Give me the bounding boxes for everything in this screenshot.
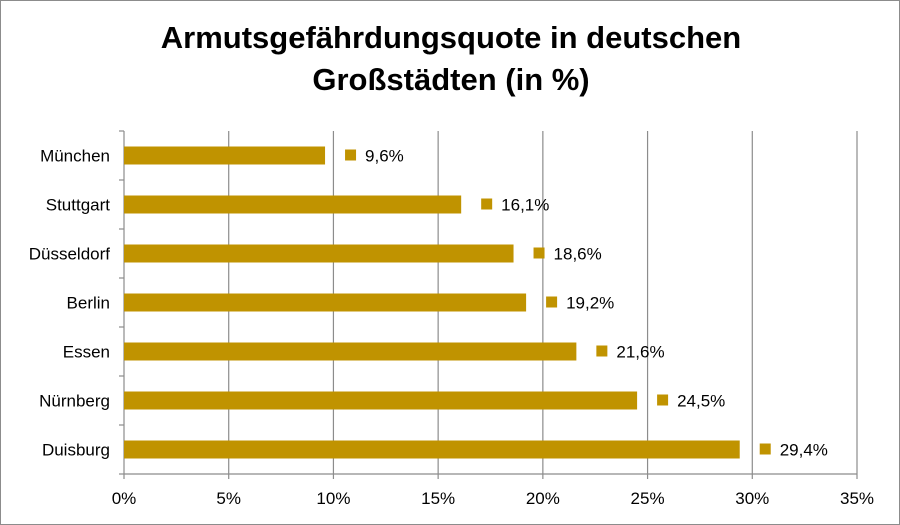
bar (124, 195, 462, 214)
category-label: Berlin (67, 294, 110, 313)
category-label: Nürnberg (39, 392, 110, 411)
data-label-marker (481, 198, 493, 210)
chart-title-line-2: Großstädten (in %) (312, 62, 590, 97)
category-label: Duisburg (42, 441, 110, 460)
data-label: 24,5% (677, 392, 725, 411)
data-label-marker (596, 345, 608, 357)
data-label: 21,6% (616, 343, 664, 362)
data-label: 16,1% (501, 196, 549, 215)
labels: 0% 5% 10% 15% 20% 25% 30% 35% München 9,6% Stuttga… (29, 147, 874, 509)
bar (124, 244, 514, 263)
data-label: 29,4% (780, 441, 828, 460)
bar (124, 391, 638, 410)
data-label: 18,6% (554, 245, 602, 264)
bar (124, 293, 527, 312)
category-label: München (40, 147, 110, 166)
data-label-marker (657, 394, 669, 406)
x-tick-label: 30% (735, 489, 769, 508)
bars (124, 146, 740, 459)
bar (124, 342, 577, 361)
data-label: 9,6% (365, 147, 404, 166)
data-label-marker (345, 149, 357, 161)
bar (124, 146, 326, 165)
x-tick-label: 20% (526, 489, 560, 508)
x-tick-label: 25% (631, 489, 665, 508)
data-label-marker (759, 443, 771, 455)
data-label: 19,2% (566, 294, 614, 313)
data-label-marker (546, 296, 558, 308)
data-label-marker (533, 247, 545, 259)
chart-title: Armutsgefährdungsquote in deutschen Groß… (1, 17, 900, 101)
category-label: Stuttgart (46, 196, 111, 215)
x-tick-label: 10% (316, 489, 350, 508)
x-tick-label: 5% (216, 489, 241, 508)
x-tick-label: 35% (840, 489, 874, 508)
x-tick-label: 0% (112, 489, 137, 508)
category-label: Düsseldorf (29, 245, 111, 264)
chart-title-line-1: Armutsgefährdungsquote in deutschen (160, 20, 742, 55)
bar (124, 440, 740, 459)
category-label: Essen (63, 343, 110, 362)
x-tick-label: 15% (421, 489, 455, 508)
